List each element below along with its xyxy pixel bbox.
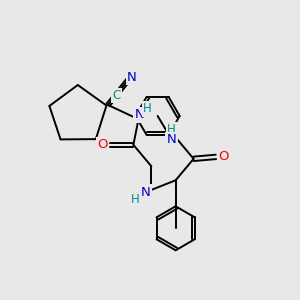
Text: H: H	[131, 193, 140, 206]
Text: N: N	[167, 133, 176, 146]
Text: C: C	[112, 89, 120, 102]
Text: O: O	[97, 138, 108, 151]
Text: N: N	[134, 108, 144, 121]
Text: N: N	[127, 70, 137, 84]
Text: N: N	[140, 186, 150, 199]
Text: H: H	[167, 123, 176, 136]
Text: H: H	[143, 102, 152, 115]
Text: O: O	[219, 150, 229, 164]
